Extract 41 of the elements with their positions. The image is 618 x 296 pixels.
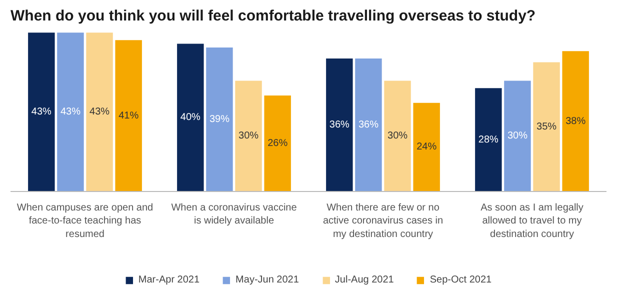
legend-label: Mar-Apr 2021 <box>138 274 200 286</box>
legend-label: Sep-Oct 2021 <box>430 274 492 286</box>
legend-label: Jul-Aug 2021 <box>334 274 394 286</box>
bar <box>177 44 204 192</box>
bar <box>326 58 353 192</box>
bar <box>115 40 142 192</box>
data-label: 43% <box>31 106 52 118</box>
x-tick-label: As soon as I am legally allowed to travel to my destination country <box>480 202 584 240</box>
data-label: 30% <box>507 130 528 142</box>
x-tick-label: When campuses are open and face-to-face teaching has resumed <box>16 202 154 240</box>
data-label: 36% <box>329 120 350 131</box>
data-label: 28% <box>478 134 499 146</box>
bar <box>264 95 291 192</box>
data-label: 36% <box>358 120 379 131</box>
data-label: 40% <box>180 112 201 124</box>
bar <box>504 80 531 192</box>
data-label: 30% <box>238 130 259 142</box>
data-label: 43% <box>90 106 110 118</box>
bar <box>475 88 502 192</box>
bar <box>28 32 55 192</box>
data-label: 39% <box>209 114 230 125</box>
x-tick-label: When there are few or no active coronavirus cases in my destination country <box>322 202 444 240</box>
bar <box>384 80 411 192</box>
bar <box>57 32 84 192</box>
bar <box>562 51 589 192</box>
data-label: 43% <box>60 106 81 118</box>
legend-label: May-Jun 2021 <box>236 274 299 286</box>
data-label: 24% <box>416 142 437 153</box>
data-label: 38% <box>566 116 586 127</box>
bar <box>355 58 382 192</box>
bar <box>413 102 440 192</box>
chart-title: When do you think you will feel comfortable travelling overseas to study? <box>10 8 536 24</box>
data-label: 26% <box>268 138 288 149</box>
bar <box>86 32 113 192</box>
x-tick-label: When a coronavirus vaccine is widely available <box>171 202 298 227</box>
data-label: 41% <box>118 110 139 122</box>
bar <box>206 47 233 192</box>
bar <box>235 80 262 192</box>
data-label: 35% <box>536 121 557 132</box>
data-label: 30% <box>388 130 408 142</box>
bar <box>533 62 560 192</box>
